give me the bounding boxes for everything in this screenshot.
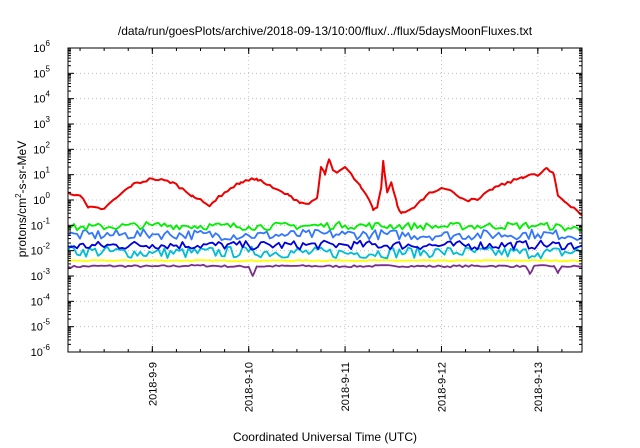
series-line: [67, 158, 583, 217]
x-tick-label: 2018-9-10: [244, 362, 256, 412]
y-axis-label: protons/cm2-s-sr-MeV: [14, 141, 29, 257]
x-tick-label: 2018-9-12: [436, 362, 448, 412]
y-tick-label: 103: [33, 115, 50, 131]
series-line: [67, 258, 583, 263]
y-tick-label: 10-4: [31, 292, 51, 308]
series-lines: [67, 158, 583, 277]
series-line: [67, 263, 583, 277]
chart-title: /data/run/goesPlots/archive/2018-09-13/1…: [118, 24, 533, 38]
x-tick-label: 2018-9-11: [340, 362, 352, 411]
series-line: [67, 239, 583, 251]
y-axis-ticks: 10-6 10-5 10-4 10-3 10-2 10-1 100 101 102 103 104 1…: [31, 39, 582, 359]
x-tick-label: 2018-9-13: [533, 362, 545, 412]
x-tick-label: 2018-9-9: [147, 362, 159, 406]
y-tick-label: 102: [33, 140, 50, 156]
y-tick-label: 105: [33, 64, 50, 80]
y-tick-label: 10-1: [31, 216, 51, 232]
y-tick-label: 10-2: [31, 242, 51, 258]
series-line: [67, 228, 583, 242]
y-tick-label: 10-5: [31, 318, 51, 334]
y-tick-label: 104: [33, 90, 50, 106]
y-tick-label: 100: [33, 191, 50, 207]
y-tick-label: 101: [33, 166, 50, 182]
x-axis-label: Coordinated Universal Time (UTC): [233, 430, 417, 444]
y-tick-label: 10-6: [31, 343, 51, 359]
y-tick-label: 106: [33, 39, 50, 55]
series-line: [67, 220, 583, 232]
grid: [68, 48, 582, 352]
y-tick-label: 10-3: [31, 267, 51, 283]
x-axis-ticks: 2018-9-9 2018-9-10 2018-9-11 2018-9-12 2018-…: [79, 48, 563, 412]
series-line: [67, 244, 583, 260]
